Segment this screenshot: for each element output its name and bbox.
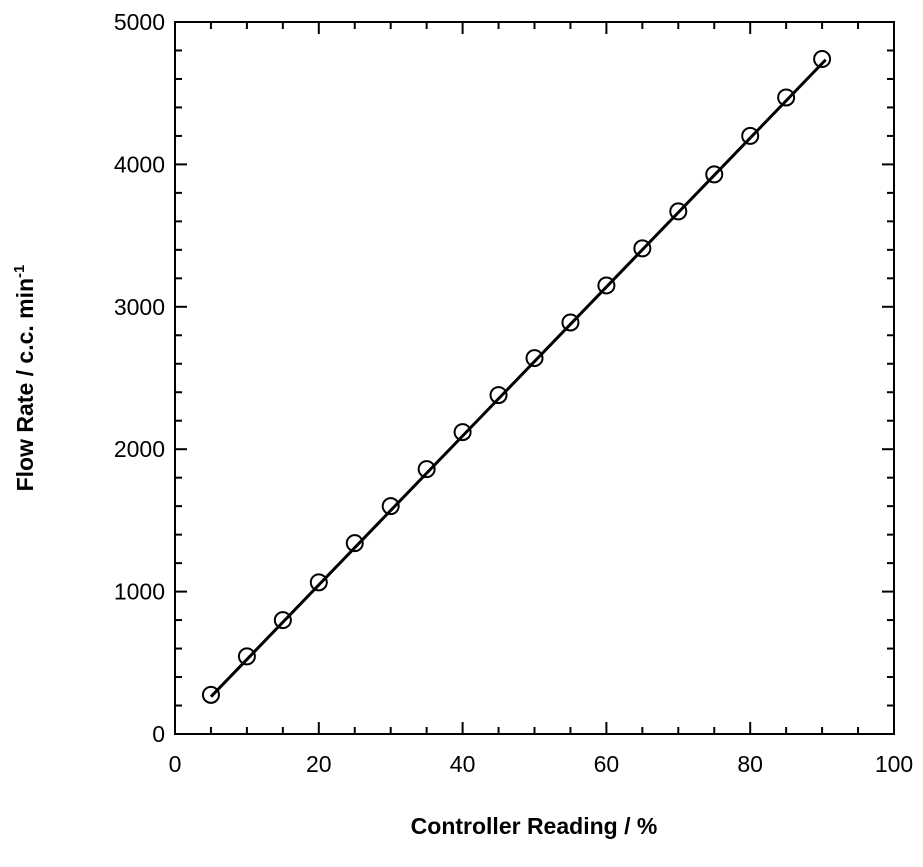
x-axis-title: Controller Reading / % <box>411 813 658 839</box>
y-tick-label: 0 <box>152 721 165 747</box>
data-point <box>633 239 652 258</box>
data-point <box>489 386 508 405</box>
data-point <box>813 50 832 69</box>
fit-line <box>209 58 827 698</box>
data-point <box>777 88 796 107</box>
data-point <box>705 165 724 184</box>
data-point <box>741 126 760 145</box>
data-point <box>273 611 292 630</box>
data-point <box>345 534 364 553</box>
x-tick-label: 0 <box>169 751 182 777</box>
axis-ticks <box>174 21 895 735</box>
y-tick-label: 1000 <box>114 579 165 605</box>
y-tick-label: 2000 <box>114 436 165 462</box>
data-point <box>561 313 580 332</box>
data-point <box>597 276 616 295</box>
data-point <box>381 497 400 516</box>
y-axis-title-superscript: -1 <box>11 265 28 278</box>
y-tick-label: 3000 <box>114 294 165 320</box>
data-point <box>669 202 688 221</box>
y-tick-label: 5000 <box>114 9 165 35</box>
x-tick-label: 100 <box>875 751 913 777</box>
x-tick-label: 80 <box>737 751 763 777</box>
x-tick-label: 20 <box>306 751 332 777</box>
y-axis-title: Flow Rate / c.c. min-1 <box>11 265 38 492</box>
data-point <box>417 460 436 479</box>
data-point <box>453 423 472 442</box>
data-points <box>201 50 832 704</box>
y-tick-label: 4000 <box>114 151 165 177</box>
data-point <box>309 573 328 592</box>
x-tick-label: 60 <box>594 751 620 777</box>
data-point <box>237 647 256 666</box>
data-point <box>201 685 220 704</box>
x-tick-label: 40 <box>450 751 476 777</box>
y-axis-title-main: Flow Rate / c.c. min <box>12 278 38 491</box>
data-point <box>525 349 544 368</box>
